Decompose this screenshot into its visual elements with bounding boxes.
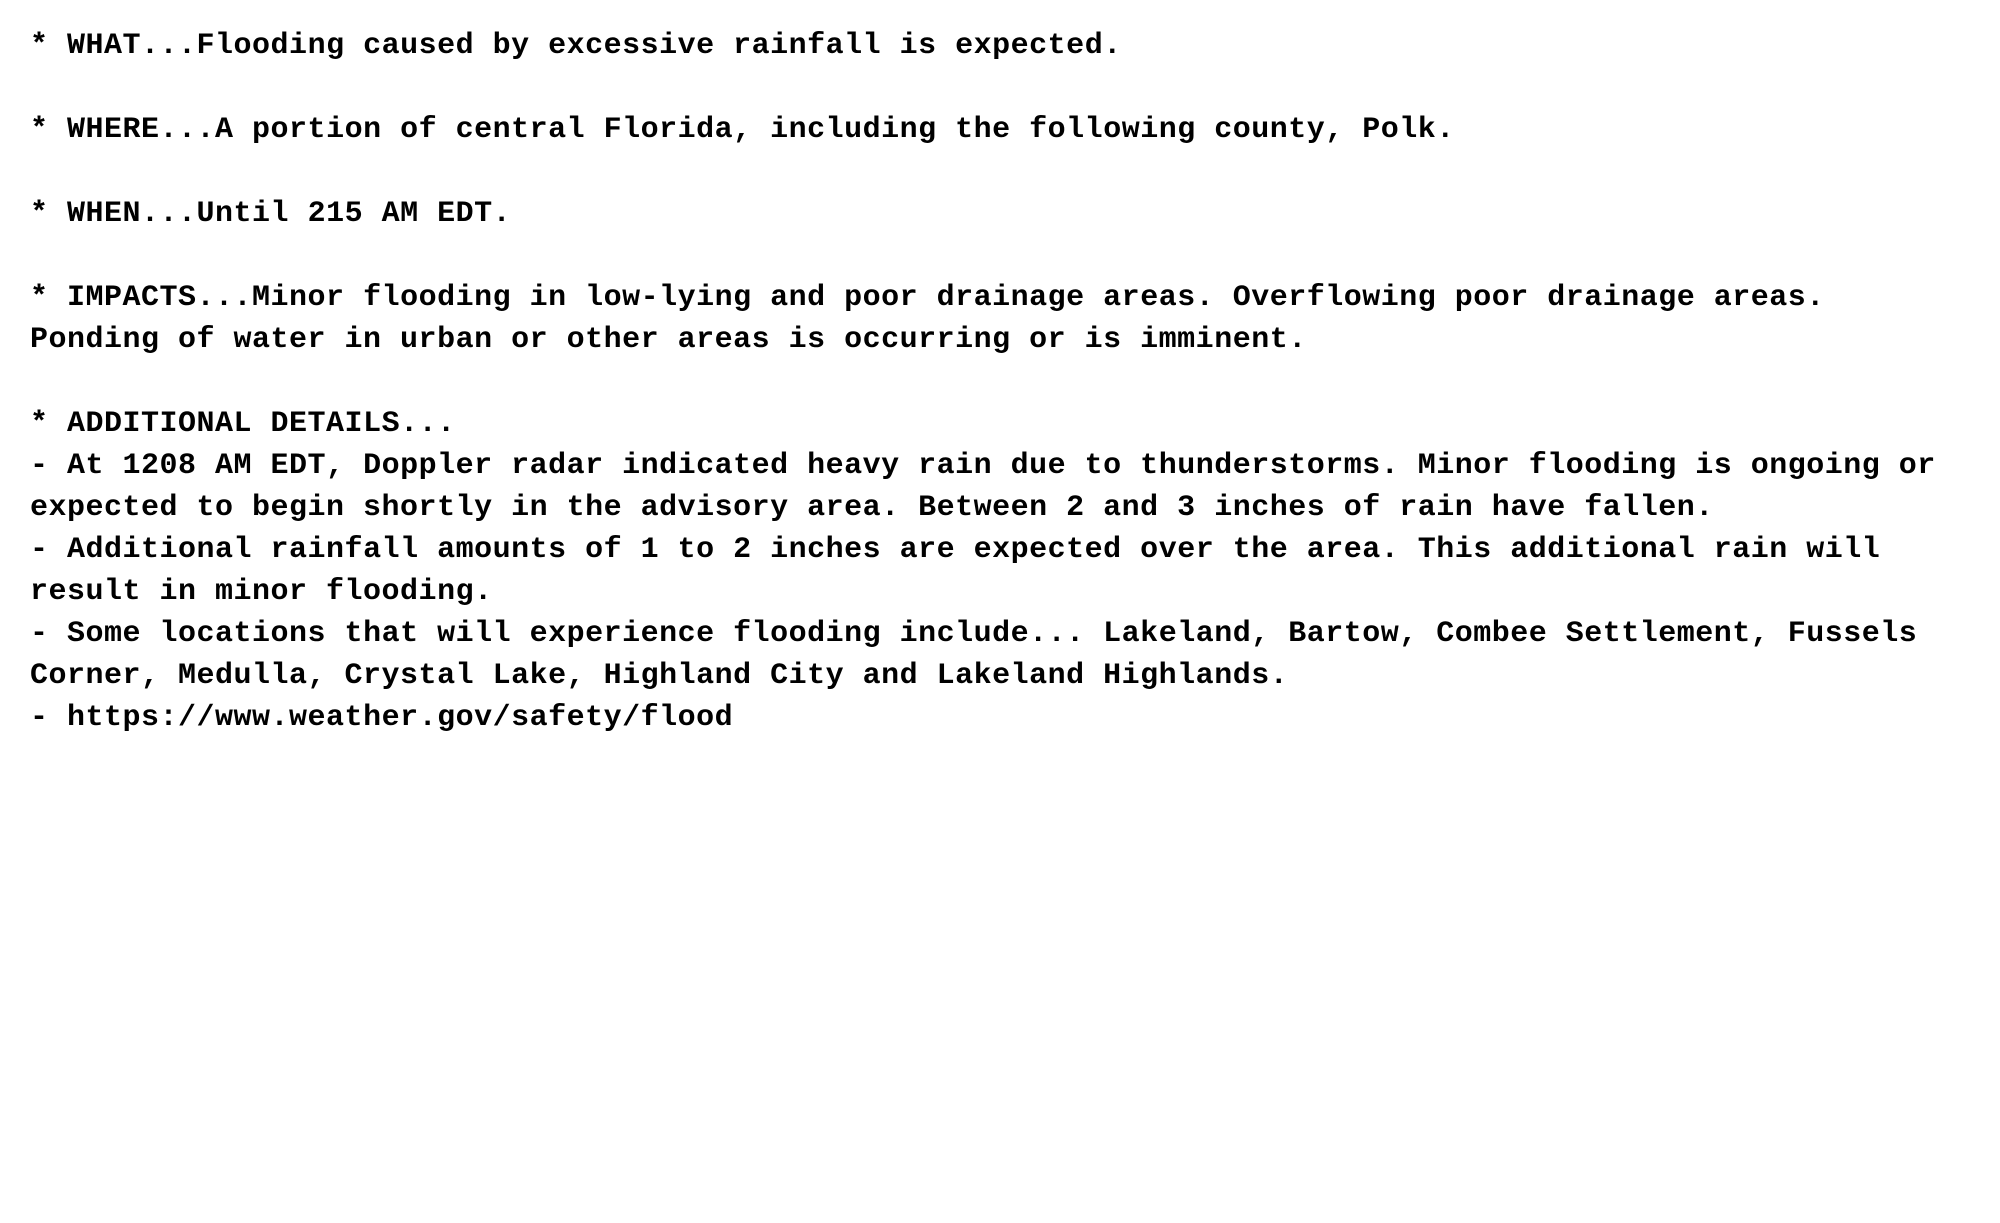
additional-item: Some locations that will experience floo… <box>30 613 1970 697</box>
when-text: Until 215 AM EDT. <box>197 197 512 231</box>
additional-item-text: Some locations that will experience floo… <box>30 617 1917 693</box>
bullet-dash <box>30 617 67 651</box>
bullet-star <box>30 407 67 441</box>
additional-item-text: Additional rainfall amounts of 1 to 2 in… <box>30 533 1880 609</box>
bullet-dash <box>30 449 67 483</box>
what-label: WHAT... <box>67 29 197 63</box>
bullet-dash <box>30 701 67 735</box>
bullet-star <box>30 281 67 315</box>
additional-section: ADDITIONAL DETAILS... At 1208 AM EDT, Do… <box>30 403 1970 739</box>
bullet-dash <box>30 533 67 567</box>
impacts-text: Minor flooding in low-lying and poor dra… <box>30 281 1825 357</box>
additional-item: At 1208 AM EDT, Doppler radar indicated … <box>30 445 1970 529</box>
additional-item-text: At 1208 AM EDT, Doppler radar indicated … <box>30 449 1936 525</box>
additional-header: ADDITIONAL DETAILS... <box>30 403 1970 445</box>
additional-item-link: https://www.weather.gov/safety/flood <box>67 701 733 735</box>
where-text: A portion of central Florida, including … <box>215 113 1455 147</box>
where-section: WHERE...A portion of central Florida, in… <box>30 109 1970 151</box>
what-section: WHAT...Flooding caused by excessive rain… <box>30 25 1970 67</box>
when-section: WHEN...Until 215 AM EDT. <box>30 193 1970 235</box>
additional-label: ADDITIONAL DETAILS... <box>67 407 456 441</box>
additional-item: https://www.weather.gov/safety/flood <box>30 697 1970 739</box>
where-label: WHERE... <box>67 113 215 147</box>
impacts-label: IMPACTS... <box>67 281 252 315</box>
impacts-section: IMPACTS...Minor flooding in low-lying an… <box>30 277 1970 361</box>
bullet-star <box>30 197 67 231</box>
what-text: Flooding caused by excessive rainfall is… <box>197 29 1122 63</box>
bullet-star <box>30 113 67 147</box>
when-label: WHEN... <box>67 197 197 231</box>
bullet-star <box>30 29 67 63</box>
additional-item: Additional rainfall amounts of 1 to 2 in… <box>30 529 1970 613</box>
